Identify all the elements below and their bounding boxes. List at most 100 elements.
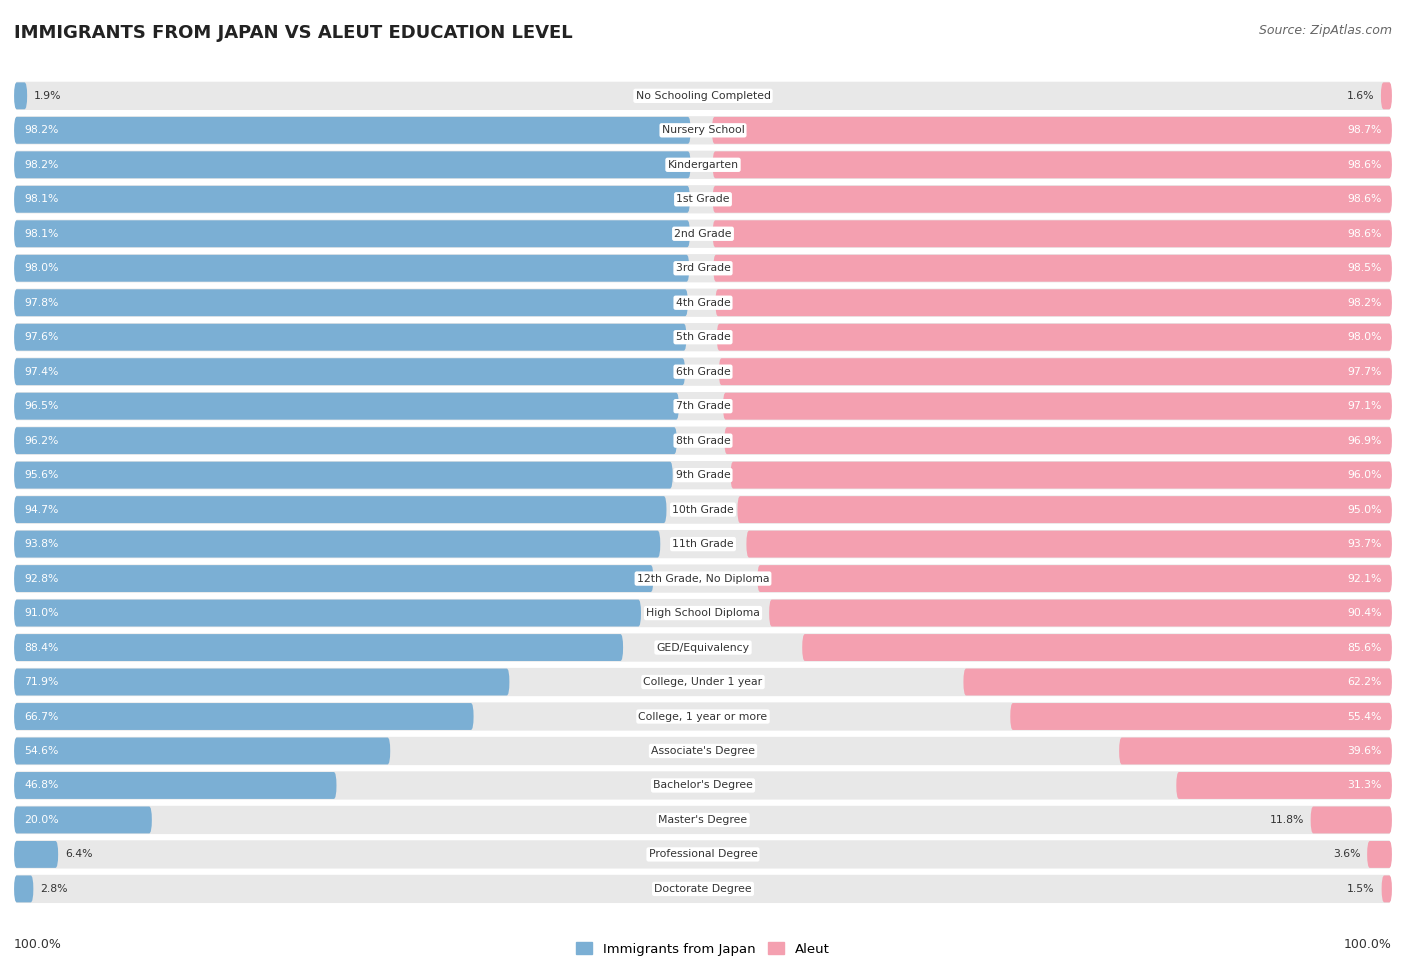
FancyBboxPatch shape — [14, 184, 1392, 214]
FancyBboxPatch shape — [14, 254, 689, 282]
FancyBboxPatch shape — [713, 186, 1392, 213]
Text: 2nd Grade: 2nd Grade — [675, 229, 731, 239]
Text: 20.0%: 20.0% — [24, 815, 59, 825]
Text: 88.4%: 88.4% — [24, 643, 59, 652]
FancyBboxPatch shape — [14, 218, 1392, 249]
Text: 98.2%: 98.2% — [1347, 297, 1382, 308]
FancyBboxPatch shape — [747, 530, 1392, 558]
Text: 98.2%: 98.2% — [24, 160, 59, 170]
Text: 8th Grade: 8th Grade — [676, 436, 730, 446]
Text: Professional Degree: Professional Degree — [648, 849, 758, 859]
FancyBboxPatch shape — [14, 804, 1392, 836]
Text: Source: ZipAtlas.com: Source: ZipAtlas.com — [1258, 24, 1392, 37]
FancyBboxPatch shape — [14, 324, 686, 351]
Text: 98.7%: 98.7% — [1347, 126, 1382, 136]
FancyBboxPatch shape — [803, 634, 1392, 661]
Text: GED/Equivalency: GED/Equivalency — [657, 643, 749, 652]
FancyBboxPatch shape — [14, 633, 1392, 663]
FancyBboxPatch shape — [14, 393, 679, 419]
FancyBboxPatch shape — [14, 117, 690, 143]
Text: 95.6%: 95.6% — [24, 470, 59, 480]
FancyBboxPatch shape — [14, 600, 641, 627]
Text: 5th Grade: 5th Grade — [676, 332, 730, 342]
FancyBboxPatch shape — [711, 117, 1392, 143]
Text: 96.9%: 96.9% — [1347, 436, 1382, 446]
Text: 98.5%: 98.5% — [1347, 263, 1382, 273]
Text: 90.4%: 90.4% — [1347, 608, 1382, 618]
FancyBboxPatch shape — [1382, 876, 1392, 903]
Text: 55.4%: 55.4% — [1347, 712, 1382, 722]
FancyBboxPatch shape — [731, 462, 1392, 488]
Text: 96.5%: 96.5% — [24, 401, 59, 411]
Text: 54.6%: 54.6% — [24, 746, 59, 756]
Text: 97.6%: 97.6% — [24, 332, 59, 342]
FancyBboxPatch shape — [14, 564, 1392, 594]
Text: 1.6%: 1.6% — [1347, 91, 1374, 100]
FancyBboxPatch shape — [14, 598, 1392, 628]
FancyBboxPatch shape — [1310, 806, 1392, 834]
FancyBboxPatch shape — [14, 839, 1392, 870]
Text: 6th Grade: 6th Grade — [676, 367, 730, 376]
FancyBboxPatch shape — [14, 703, 474, 730]
FancyBboxPatch shape — [1367, 841, 1392, 868]
Text: 97.7%: 97.7% — [1347, 367, 1382, 376]
FancyBboxPatch shape — [1381, 83, 1392, 109]
FancyBboxPatch shape — [14, 425, 1392, 456]
Text: No Schooling Completed: No Schooling Completed — [636, 91, 770, 100]
FancyBboxPatch shape — [724, 427, 1392, 454]
Text: Master's Degree: Master's Degree — [658, 815, 748, 825]
Text: 6.4%: 6.4% — [65, 849, 93, 859]
Text: 98.0%: 98.0% — [1347, 332, 1382, 342]
Text: 11.8%: 11.8% — [1270, 815, 1303, 825]
FancyBboxPatch shape — [14, 530, 661, 558]
Text: 98.6%: 98.6% — [1347, 194, 1382, 205]
FancyBboxPatch shape — [723, 393, 1392, 419]
Text: 66.7%: 66.7% — [24, 712, 59, 722]
Text: 3.6%: 3.6% — [1333, 849, 1360, 859]
Text: Associate's Degree: Associate's Degree — [651, 746, 755, 756]
FancyBboxPatch shape — [716, 290, 1392, 316]
Text: Kindergarten: Kindergarten — [668, 160, 738, 170]
FancyBboxPatch shape — [14, 701, 1392, 731]
Text: 4th Grade: 4th Grade — [676, 297, 730, 308]
FancyBboxPatch shape — [14, 770, 1392, 800]
Text: High School Diploma: High School Diploma — [647, 608, 759, 618]
FancyBboxPatch shape — [713, 151, 1392, 178]
FancyBboxPatch shape — [14, 462, 672, 488]
FancyBboxPatch shape — [14, 288, 1392, 318]
FancyBboxPatch shape — [738, 496, 1392, 523]
FancyBboxPatch shape — [14, 772, 336, 799]
Text: 97.1%: 97.1% — [1347, 401, 1382, 411]
Text: College, 1 year or more: College, 1 year or more — [638, 712, 768, 722]
FancyBboxPatch shape — [14, 115, 1392, 145]
Text: 98.0%: 98.0% — [24, 263, 59, 273]
FancyBboxPatch shape — [14, 391, 1392, 421]
Text: 2.8%: 2.8% — [41, 884, 67, 894]
Text: 98.1%: 98.1% — [24, 229, 59, 239]
FancyBboxPatch shape — [14, 322, 1392, 352]
FancyBboxPatch shape — [14, 494, 1392, 525]
Text: 11th Grade: 11th Grade — [672, 539, 734, 549]
Text: 31.3%: 31.3% — [1347, 780, 1382, 791]
Text: 92.8%: 92.8% — [24, 573, 59, 584]
Text: 98.6%: 98.6% — [1347, 160, 1382, 170]
Text: 1.5%: 1.5% — [1347, 884, 1375, 894]
Text: 98.6%: 98.6% — [1347, 229, 1382, 239]
FancyBboxPatch shape — [769, 600, 1392, 627]
Text: 7th Grade: 7th Grade — [676, 401, 730, 411]
Text: 97.4%: 97.4% — [24, 367, 59, 376]
FancyBboxPatch shape — [1119, 737, 1392, 764]
FancyBboxPatch shape — [14, 358, 685, 385]
FancyBboxPatch shape — [14, 186, 690, 213]
FancyBboxPatch shape — [14, 736, 1392, 766]
FancyBboxPatch shape — [14, 566, 654, 592]
Text: 95.0%: 95.0% — [1347, 505, 1382, 515]
FancyBboxPatch shape — [14, 149, 1392, 180]
Text: 1st Grade: 1st Grade — [676, 194, 730, 205]
Legend: Immigrants from Japan, Aleut: Immigrants from Japan, Aleut — [571, 937, 835, 960]
Text: 96.2%: 96.2% — [24, 436, 59, 446]
FancyBboxPatch shape — [14, 806, 152, 834]
Text: 100.0%: 100.0% — [1344, 938, 1392, 951]
FancyBboxPatch shape — [718, 358, 1392, 385]
Text: 9th Grade: 9th Grade — [676, 470, 730, 480]
